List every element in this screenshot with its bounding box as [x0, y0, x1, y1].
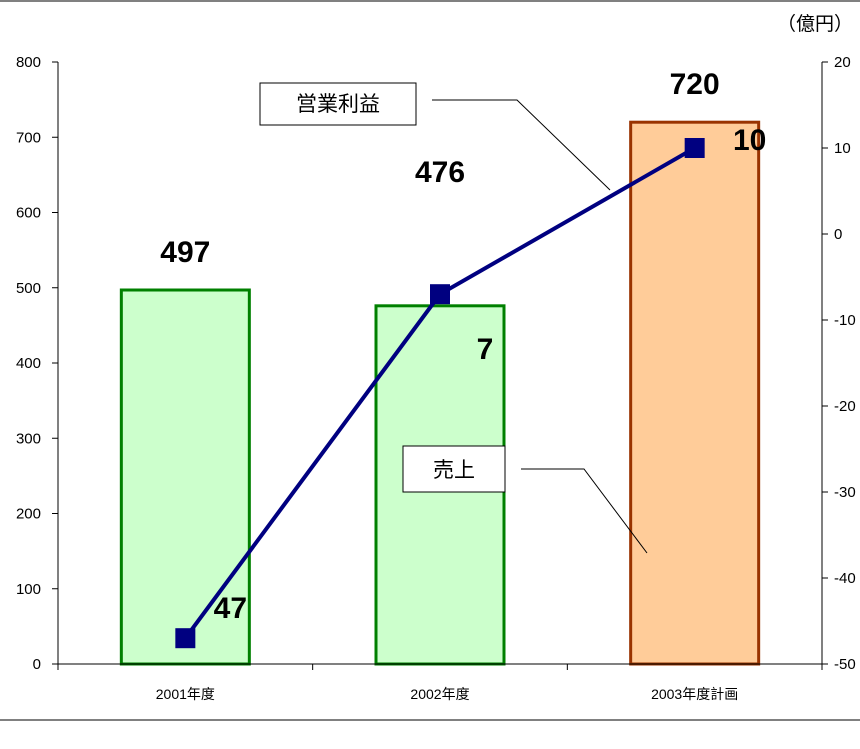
callout-sales-box: [402, 445, 506, 493]
right-tick-label: -30: [834, 484, 856, 501]
callout-profit-leader: [432, 99, 611, 191]
unit-label: （億円）: [777, 13, 853, 35]
callout-profit: 営業利益: [259, 82, 611, 191]
right-tick-label: -10: [834, 312, 856, 329]
data-labels: 497 476 720 47 7 10: [160, 68, 766, 625]
left-tick-label: 500: [16, 280, 41, 297]
line-series: [175, 138, 705, 649]
x-tick-label: 2003年度計画: [651, 686, 738, 702]
bar: [119, 288, 251, 666]
line-value-label: 47: [214, 592, 247, 625]
right-tick-label: -50: [834, 656, 856, 673]
callout-sales-label: 売上: [433, 459, 475, 482]
left-tick-label: 0: [33, 656, 41, 673]
left-tick-label: 300: [16, 430, 41, 447]
left-axis-ticks: 0 100 200 300 400 500 600 700 800: [16, 54, 58, 673]
line-point: [684, 138, 705, 158]
right-tick-label: 0: [834, 226, 842, 243]
left-tick-label: 400: [16, 355, 41, 372]
bar-value-label: 720: [670, 68, 720, 101]
left-tick-label: 800: [16, 54, 41, 71]
x-axis-ticks: 2001年度 2002年度 2003年度計画: [57, 664, 823, 702]
left-tick-label: 700: [16, 129, 41, 146]
callout-sales-leader: [521, 468, 648, 554]
line-value-label: 10: [733, 124, 766, 157]
right-axis-ticks: -50 -40 -30 -20 -10 0 10 20: [822, 54, 856, 673]
line-value-label: 7: [477, 333, 494, 366]
line-point: [175, 628, 196, 649]
right-tick-label: 10: [834, 140, 851, 157]
line-point: [430, 284, 450, 305]
x-tick-label: 2002年度: [410, 686, 469, 702]
callout-profit-box: [259, 82, 417, 126]
left-tick-label: 200: [16, 506, 41, 523]
bar-series: [119, 120, 761, 666]
right-tick-label: 20: [834, 54, 851, 71]
left-tick-label: 600: [16, 205, 41, 222]
callout-profit-label: 営業利益: [296, 93, 380, 116]
bar: [629, 120, 761, 666]
callout-sales: 売上: [402, 445, 648, 554]
bar-value-label: 476: [415, 156, 465, 189]
left-tick-label: 100: [16, 581, 41, 598]
right-tick-label: -40: [834, 570, 856, 587]
bar-value-label: 497: [160, 236, 210, 269]
right-tick-label: -20: [834, 398, 856, 415]
x-tick-label: 2001年度: [156, 686, 215, 702]
